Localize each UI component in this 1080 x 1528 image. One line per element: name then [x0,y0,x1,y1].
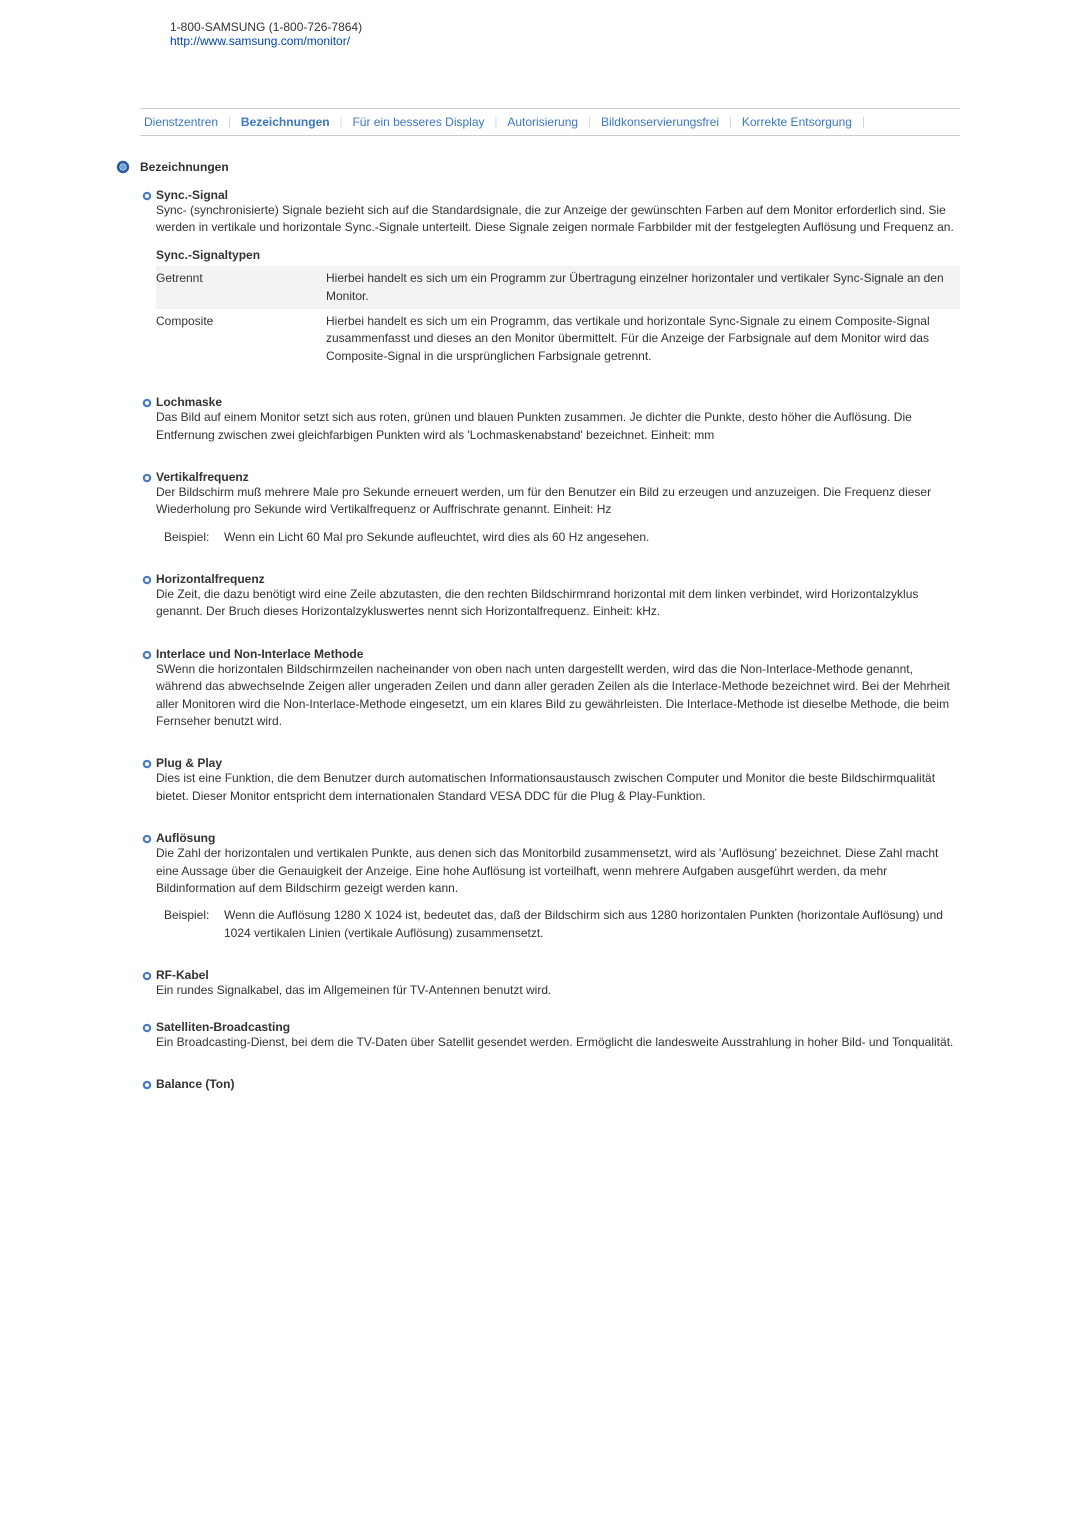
section-text: Die Zeit, die dazu benötigt wird eine Ze… [156,586,960,621]
nav-dienstzentren[interactable]: Dienstzentren [140,113,222,131]
type-desc: Hierbei handelt es sich um ein Programm,… [326,309,960,369]
section-text: SWenn die horizontalen Bildschirmzeilen … [156,661,960,731]
bullet-icon [142,833,152,843]
nav-separator: | [340,116,343,128]
section-title: Auflösung [156,831,215,845]
nav-autorisierung[interactable]: Autorisierung [503,113,582,131]
bullet-icon [142,1079,152,1089]
example-text: Wenn die Auflösung 1280 X 1024 ist, bede… [224,907,960,942]
bullet-icon [142,758,152,768]
page-title: Bezeichnungen [140,160,229,174]
globe-icon [116,160,130,174]
section-aufloesung: Auflösung Die Zahl der horizontalen und … [142,831,960,942]
section-title: Lochmaske [156,395,222,409]
type-name: Composite [156,309,326,369]
tab-nav: Dienstzentren | Bezeichnungen | Für ein … [140,108,960,136]
section-vertikalfrequenz: Vertikalfrequenz Der Bildschirm muß mehr… [142,470,960,546]
bullet-icon [142,397,152,407]
section-satellit: Satelliten-Broadcasting Ein Broadcasting… [142,1020,960,1051]
bullet-icon [142,190,152,200]
section-title: Satelliten-Broadcasting [156,1020,290,1034]
example-text: Wenn ein Licht 60 Mal pro Sekunde aufleu… [224,529,649,546]
nav-separator: | [228,116,231,128]
section-title: Plug & Play [156,756,222,770]
section-rf-kabel: RF-Kabel Ein rundes Signalkabel, das im … [142,968,960,999]
sync-types-table: Getrennt Hierbei handelt es sich um ein … [156,266,960,369]
nav-separator: | [588,116,591,128]
bullet-icon [142,649,152,659]
section-title: Interlace und Non-Interlace Methode [156,647,363,661]
header-contact: 1-800-SAMSUNG (1-800-726-7864) http://ww… [170,20,960,48]
section-title: Balance (Ton) [156,1077,234,1091]
section-text: Das Bild auf einem Monitor setzt sich au… [156,409,960,444]
nav-separator: | [729,116,732,128]
type-name: Getrennt [156,266,326,309]
website-url[interactable]: http://www.samsung.com/monitor/ [170,34,960,48]
table-row: Getrennt Hierbei handelt es sich um ein … [156,266,960,309]
section-title: Horizontalfrequenz [156,572,265,586]
section-text: Dies ist eine Funktion, die dem Benutzer… [156,770,960,805]
section-text: Der Bildschirm muß mehrere Male pro Seku… [156,484,960,519]
section-text: Sync- (synchronisierte) Signale bezieht … [156,202,960,237]
section-sync-signal: Sync.-Signal Sync- (synchronisierte) Sig… [142,188,960,369]
bullet-icon [142,970,152,980]
nav-separator: | [862,116,865,128]
section-plug-and-play: Plug & Play Dies ist eine Funktion, die … [142,756,960,805]
example-label: Beispiel: [164,529,224,546]
section-title: RF-Kabel [156,968,209,982]
nav-bezeichnungen[interactable]: Bezeichnungen [237,113,334,131]
bullet-icon [142,1022,152,1032]
nav-besseres-display[interactable]: Für ein besseres Display [348,113,488,131]
section-title: Sync.-Signal [156,188,228,202]
section-title: Vertikalfrequenz [156,470,249,484]
subheading: Sync.-Signaltypen [156,247,960,264]
phone-number: 1-800-SAMSUNG (1-800-726-7864) [170,20,960,34]
section-text: Ein Broadcasting-Dienst, bei dem die TV-… [156,1034,960,1051]
table-row: Composite Hierbei handelt es sich um ein… [156,309,960,369]
section-lochmaske: Lochmaske Das Bild auf einem Monitor set… [142,395,960,444]
nav-entsorgung[interactable]: Korrekte Entsorgung [738,113,856,131]
section-text: Ein rundes Signalkabel, das im Allgemein… [156,982,960,999]
bullet-icon [142,472,152,482]
example-label: Beispiel: [164,907,224,942]
section-interlace: Interlace und Non-Interlace Methode SWen… [142,647,960,731]
bullet-icon [142,574,152,584]
nav-bildkonservierungsfrei[interactable]: Bildkonservierungsfrei [597,113,723,131]
section-balance: Balance (Ton) [142,1077,960,1091]
type-desc: Hierbei handelt es sich um ein Programm … [326,266,960,309]
page-title-row: Bezeichnungen [116,160,960,174]
section-text: Die Zahl der horizontalen und vertikalen… [156,845,960,897]
nav-separator: | [495,116,498,128]
section-horizontalfrequenz: Horizontalfrequenz Die Zeit, die dazu be… [142,572,960,621]
